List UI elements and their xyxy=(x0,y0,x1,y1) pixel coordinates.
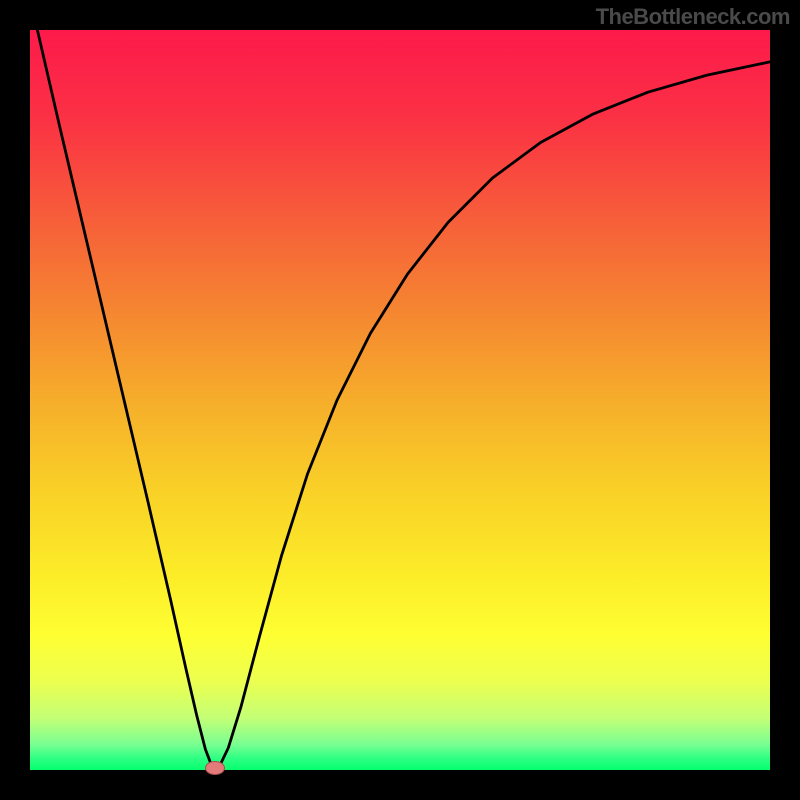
attribution-text: TheBottleneck.com xyxy=(596,4,790,30)
bottleneck-curve xyxy=(30,30,770,770)
chart-container: TheBottleneck.com xyxy=(0,0,800,800)
plot-area xyxy=(30,30,770,770)
optimum-marker xyxy=(205,761,225,775)
